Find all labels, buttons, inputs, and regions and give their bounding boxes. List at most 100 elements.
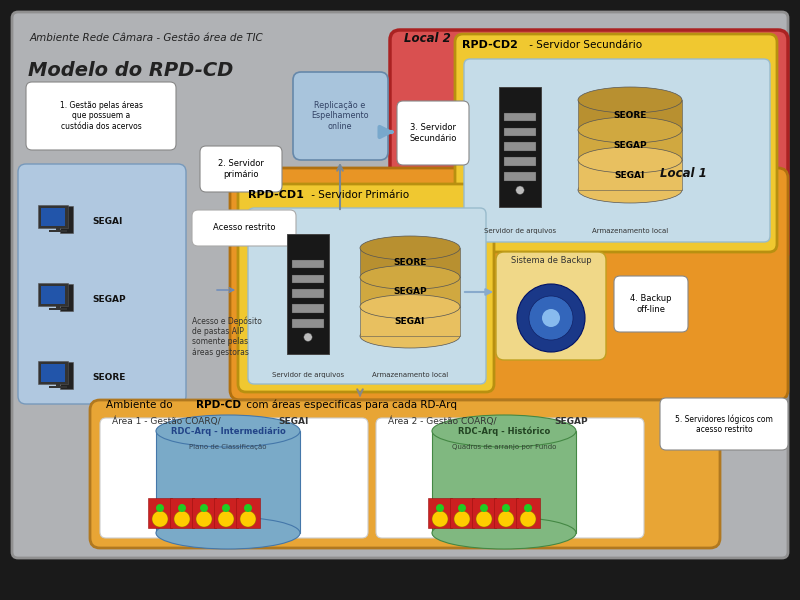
Text: RDC-Arq - Intermediário: RDC-Arq - Intermediário bbox=[170, 427, 286, 436]
FancyBboxPatch shape bbox=[18, 164, 186, 404]
FancyBboxPatch shape bbox=[376, 418, 644, 538]
FancyBboxPatch shape bbox=[60, 362, 73, 389]
FancyBboxPatch shape bbox=[397, 101, 469, 165]
Ellipse shape bbox=[360, 324, 460, 348]
Circle shape bbox=[244, 504, 252, 512]
Circle shape bbox=[454, 511, 470, 527]
Circle shape bbox=[524, 504, 532, 512]
FancyBboxPatch shape bbox=[42, 208, 66, 226]
Circle shape bbox=[156, 504, 164, 512]
Circle shape bbox=[516, 186, 524, 194]
Text: Ambiente do: Ambiente do bbox=[106, 400, 176, 410]
Circle shape bbox=[174, 511, 190, 527]
Text: SEGAI: SEGAI bbox=[395, 317, 425, 326]
Text: Área 2 - Gestão COARQ/: Área 2 - Gestão COARQ/ bbox=[388, 416, 497, 426]
FancyBboxPatch shape bbox=[360, 277, 460, 307]
Text: Acesso restrito: Acesso restrito bbox=[213, 223, 275, 232]
FancyBboxPatch shape bbox=[42, 286, 66, 304]
Ellipse shape bbox=[578, 147, 682, 173]
FancyBboxPatch shape bbox=[504, 172, 536, 181]
FancyBboxPatch shape bbox=[516, 498, 540, 528]
FancyBboxPatch shape bbox=[56, 305, 60, 310]
Text: SEGAI: SEGAI bbox=[278, 417, 308, 426]
Ellipse shape bbox=[432, 517, 576, 549]
Circle shape bbox=[200, 504, 208, 512]
Text: RPD-CD1: RPD-CD1 bbox=[248, 190, 304, 200]
Text: Replicação e
Espelhamento
online: Replicação e Espelhamento online bbox=[311, 101, 369, 131]
FancyBboxPatch shape bbox=[464, 59, 770, 242]
Circle shape bbox=[436, 504, 444, 512]
FancyBboxPatch shape bbox=[200, 146, 282, 192]
Circle shape bbox=[222, 504, 230, 512]
Text: Plano de Classificação: Plano de Classificação bbox=[190, 444, 266, 450]
FancyBboxPatch shape bbox=[428, 498, 452, 528]
Circle shape bbox=[218, 511, 234, 527]
FancyBboxPatch shape bbox=[432, 431, 576, 533]
FancyBboxPatch shape bbox=[12, 12, 788, 558]
Text: Local 1: Local 1 bbox=[660, 167, 706, 180]
Text: Armazenamento local: Armazenamento local bbox=[592, 228, 668, 234]
FancyBboxPatch shape bbox=[148, 498, 172, 528]
Text: 1. Gestão pelas áreas
que possuem a
custódia dos acervos: 1. Gestão pelas áreas que possuem a cust… bbox=[59, 101, 142, 131]
FancyBboxPatch shape bbox=[236, 498, 260, 528]
Circle shape bbox=[458, 504, 466, 512]
Text: SEORE: SEORE bbox=[614, 110, 646, 119]
FancyBboxPatch shape bbox=[660, 398, 788, 450]
FancyBboxPatch shape bbox=[390, 30, 788, 262]
Text: RPD-CD2: RPD-CD2 bbox=[462, 40, 518, 50]
Text: SEGAP: SEGAP bbox=[393, 287, 427, 296]
Text: Acesso e Depósito
de pastas AIP
somente pelas
áreas gestoras: Acesso e Depósito de pastas AIP somente … bbox=[192, 316, 262, 356]
FancyBboxPatch shape bbox=[60, 206, 73, 233]
FancyBboxPatch shape bbox=[50, 230, 66, 232]
FancyBboxPatch shape bbox=[614, 276, 688, 332]
Text: Armazenamento local: Armazenamento local bbox=[372, 372, 448, 378]
FancyBboxPatch shape bbox=[293, 72, 388, 160]
Text: 3. Servidor
Secundário: 3. Servidor Secundário bbox=[410, 124, 457, 143]
FancyBboxPatch shape bbox=[292, 260, 324, 268]
Text: 4. Backup
off-line: 4. Backup off-line bbox=[630, 294, 672, 314]
FancyBboxPatch shape bbox=[287, 234, 329, 354]
FancyBboxPatch shape bbox=[248, 208, 486, 384]
Ellipse shape bbox=[156, 415, 300, 447]
FancyBboxPatch shape bbox=[360, 248, 460, 277]
Circle shape bbox=[304, 333, 312, 341]
FancyBboxPatch shape bbox=[578, 130, 682, 160]
FancyBboxPatch shape bbox=[504, 157, 536, 166]
FancyBboxPatch shape bbox=[50, 386, 66, 388]
Text: SEGAI: SEGAI bbox=[92, 217, 122, 226]
Circle shape bbox=[498, 511, 514, 527]
Text: Modelo do RPD-CD: Modelo do RPD-CD bbox=[28, 61, 234, 80]
Ellipse shape bbox=[578, 117, 682, 143]
Text: RPD-CD: RPD-CD bbox=[196, 400, 241, 410]
Ellipse shape bbox=[578, 177, 682, 203]
Circle shape bbox=[152, 511, 168, 527]
Text: Local 2: Local 2 bbox=[404, 32, 450, 45]
FancyBboxPatch shape bbox=[192, 498, 216, 528]
FancyBboxPatch shape bbox=[292, 319, 324, 328]
FancyBboxPatch shape bbox=[42, 364, 66, 382]
FancyBboxPatch shape bbox=[455, 34, 777, 252]
FancyBboxPatch shape bbox=[56, 383, 60, 388]
FancyBboxPatch shape bbox=[504, 113, 536, 121]
Text: RDC-Arq - Histórico: RDC-Arq - Histórico bbox=[458, 427, 550, 436]
FancyBboxPatch shape bbox=[578, 100, 682, 130]
FancyBboxPatch shape bbox=[499, 87, 541, 207]
Text: SEGAP: SEGAP bbox=[613, 140, 647, 149]
FancyBboxPatch shape bbox=[292, 304, 324, 313]
FancyBboxPatch shape bbox=[170, 498, 194, 528]
Text: SEORE: SEORE bbox=[92, 373, 126, 383]
FancyBboxPatch shape bbox=[472, 498, 496, 528]
Ellipse shape bbox=[432, 415, 576, 447]
FancyBboxPatch shape bbox=[230, 168, 788, 400]
Ellipse shape bbox=[360, 236, 460, 260]
FancyBboxPatch shape bbox=[50, 308, 66, 310]
Circle shape bbox=[520, 511, 536, 527]
FancyBboxPatch shape bbox=[38, 205, 68, 229]
FancyBboxPatch shape bbox=[100, 418, 368, 538]
Text: SEORE: SEORE bbox=[394, 258, 426, 267]
Text: Ambiente Rede Câmara - Gestão área de TIC: Ambiente Rede Câmara - Gestão área de TI… bbox=[30, 33, 264, 43]
FancyBboxPatch shape bbox=[360, 307, 460, 336]
Circle shape bbox=[502, 504, 510, 512]
Ellipse shape bbox=[360, 295, 460, 319]
Text: Servidor de arquivos: Servidor de arquivos bbox=[272, 372, 344, 378]
